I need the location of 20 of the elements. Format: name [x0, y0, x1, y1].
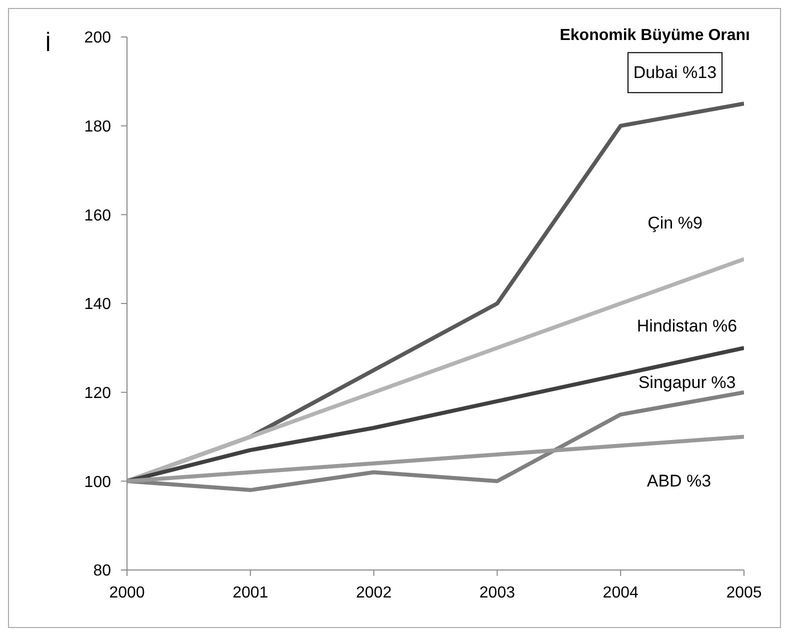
x-tick-label: 2000: [109, 584, 145, 602]
y-tick-label: 120: [84, 385, 112, 402]
x-tick-label: 2003: [479, 584, 516, 602]
y-tick-label: 180: [84, 118, 112, 136]
x-tick-label: 2004: [602, 584, 638, 602]
series-label: Singapur %3: [638, 372, 736, 392]
x-tick-label: 2001: [232, 584, 268, 602]
chart-title: Ekonomik Büyüme Oranı: [560, 27, 750, 45]
series-label: Dubai %13: [633, 63, 717, 82]
y-tick-label: 100: [84, 474, 112, 491]
y-tick-label: 200: [84, 30, 112, 47]
text: Çin %9: [648, 214, 702, 233]
y-tick-label: 80: [93, 562, 112, 580]
y-tick-label: 140: [84, 296, 112, 314]
x-tick-label: 2005: [726, 584, 762, 602]
y-axis-title: İ: [45, 31, 52, 57]
y-tick-label: 160: [84, 207, 112, 224]
series-label: ABD %3: [646, 471, 712, 490]
series-label: Hindistan %6: [636, 316, 738, 336]
x-tick-label: 2002: [356, 584, 392, 602]
